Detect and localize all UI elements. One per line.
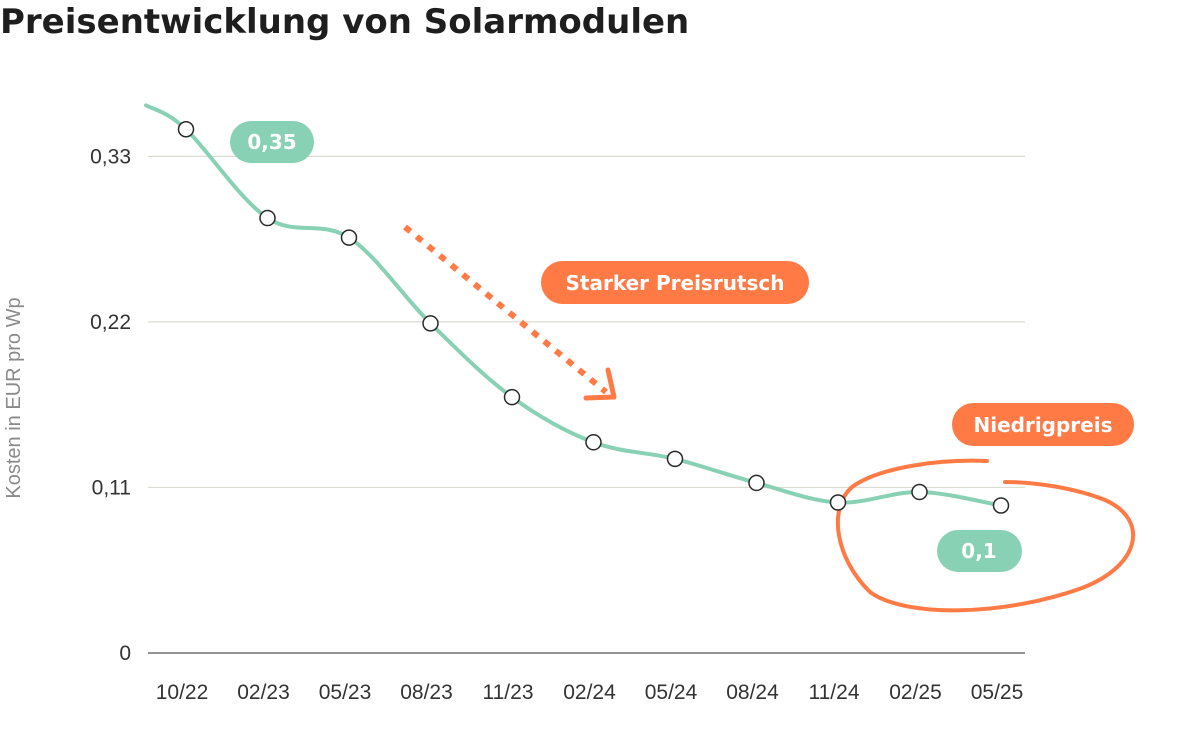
x-tick-label: 08/24 <box>726 681 779 704</box>
y-tick-label: 0,33 <box>90 145 131 168</box>
data-point <box>748 474 765 492</box>
x-tick-label: 08/23 <box>400 681 453 704</box>
x-tick-label: 02/25 <box>889 681 942 704</box>
x-tick-label: 05/25 <box>971 681 1024 704</box>
drop-arrow-icon <box>403 224 608 395</box>
annotations <box>403 224 1135 613</box>
low-price-circle-icon <box>835 458 1135 613</box>
end-value-label: 0,1 <box>961 539 996 563</box>
data-point <box>666 450 684 468</box>
drop-label: Starker Preisrutsch <box>566 271 785 295</box>
end-value-badge: 0,1 <box>937 530 1022 572</box>
data-point <box>177 121 195 138</box>
data-point <box>585 434 602 451</box>
y-tick-label: 0,11 <box>92 476 131 499</box>
grid-lines <box>148 155 1025 654</box>
badges: 0,35 Starker Preisrutsch Niedrigpreis 0,… <box>230 121 1134 572</box>
x-tick-label: 10/22 <box>156 681 209 704</box>
data-points <box>177 121 1010 514</box>
drop-label-badge: Starker Preisrutsch <box>541 261 809 304</box>
x-tick-label: 05/23 <box>319 681 372 704</box>
start-value-label: 0,35 <box>247 130 296 154</box>
data-point <box>422 315 439 332</box>
chart-title: Preisentwicklung von Solarmodulen <box>0 2 690 42</box>
low-price-badge: Niedrigpreis <box>952 403 1134 446</box>
x-tick-label: 11/23 <box>483 681 534 704</box>
y-tick-label: 0,22 <box>90 311 131 334</box>
y-tick-label: 0 <box>119 642 131 665</box>
drop-arrow-head-icon <box>583 367 617 401</box>
data-point <box>259 209 276 227</box>
data-point <box>829 494 847 511</box>
x-tick-label: 02/24 <box>563 681 616 704</box>
data-point <box>992 497 1010 514</box>
y-axis-label: Kosten in EUR pro Wp <box>3 297 25 498</box>
low-price-label: Niedrigpreis <box>973 413 1112 437</box>
series-line <box>144 103 1003 508</box>
x-tick-labels: 10/22 02/23 05/23 08/23 11/23 02/24 05/24 08/24… <box>156 681 1024 704</box>
x-tick-label: 11/24 <box>809 681 860 704</box>
start-value-badge: 0,35 <box>230 121 314 163</box>
y-tick-labels: 0 0,11 0,22 0,33 <box>90 145 131 665</box>
data-point <box>340 229 358 246</box>
x-tick-label: 02/23 <box>237 681 290 704</box>
data-point <box>911 483 928 501</box>
x-tick-label: 05/24 <box>645 681 698 704</box>
data-point <box>503 388 521 406</box>
